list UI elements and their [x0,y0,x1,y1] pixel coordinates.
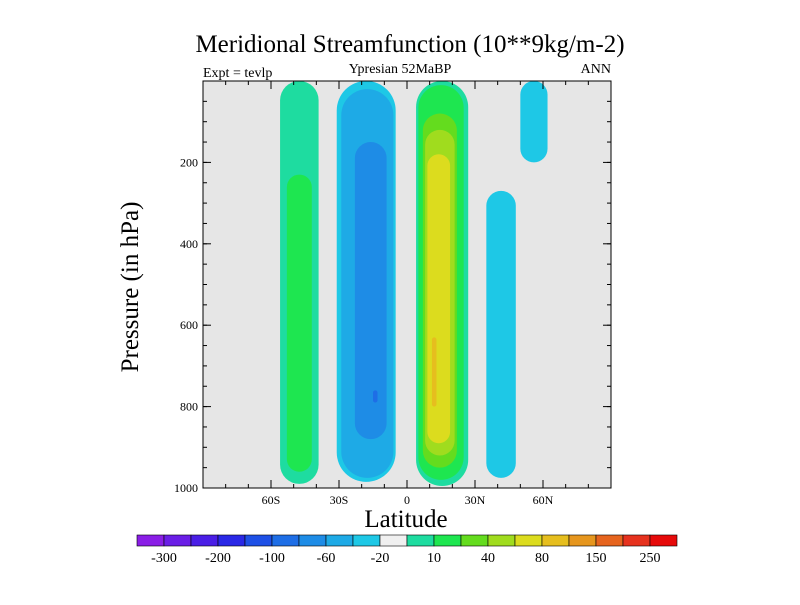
colorbar-swatch [217,534,246,547]
colorbar-label: 10 [427,551,441,566]
cell-nh-yellow [427,154,451,444]
x-axis-label: Latitude [364,506,447,533]
y-tick-label: 800 [180,400,198,414]
colorbar-label: 250 [640,551,661,566]
x-tick-label: 60S [262,493,281,507]
colorbar-swatch [595,534,624,547]
x-tick-label: 30N [465,493,486,507]
colorbar-swatch [379,534,408,547]
colorbar-swatch [433,534,462,547]
experiment-label: Expt = tevlp [203,66,272,81]
colorbar-swatch [460,534,489,547]
colorbar: -300 -200 -100 -60 -20 10 40 80 150 250 [136,534,678,566]
colorbar-swatch [352,534,381,547]
colorbar-label: -200 [205,551,231,566]
colorbar-label: 40 [481,551,495,566]
colorbar-label: -100 [259,551,285,566]
colorbar-swatch [649,534,678,547]
season-label: ANN [581,62,611,77]
cell-sh-outer-core [286,174,312,472]
colorbar-label: -20 [371,551,390,566]
y-tick-label: 400 [180,237,198,251]
cell-sh-blue-min [373,390,378,403]
colorbar-label: -300 [151,551,177,566]
colorbar-swatch [244,534,273,547]
cell-sh-blue-core [354,142,387,440]
colorbar-swatch [298,534,327,547]
chart-subtitle: Ypresian 52MaBP [349,62,452,77]
colorbar-swatch [487,534,516,547]
axes: 60S 30S 0 30N 60N 200 400 600 800 1000 [174,80,612,507]
colorbar-swatch [622,534,651,547]
colorbar-swatch [514,534,543,547]
colorbar-label: 150 [586,551,607,566]
cell-nh-outer-blue [486,190,516,478]
plot-area [203,81,611,488]
colorbar-swatch [271,534,300,547]
colorbar-label: 80 [535,551,549,566]
y-axis-label: Pressure (in hPa) [117,202,144,373]
plot-background [203,81,611,488]
y-tick-label: 1000 [174,481,198,495]
colorbar-label: -60 [317,551,336,566]
x-tick-label: 60N [533,493,554,507]
colorbar-swatch [325,534,354,547]
colorbar-swatch [568,534,597,547]
chart-title: Meridional Streamfunction (10**9kg/m-2) [195,31,624,58]
y-tick-label: 200 [180,155,198,169]
colorbar-swatch [541,534,570,547]
cell-nh-polar-blue [520,81,548,163]
colorbar-swatch [163,534,192,547]
cell-nh-max [431,337,437,407]
y-tick-label: 600 [180,318,198,332]
colorbar-swatch [190,534,219,547]
colorbar-swatch [136,534,165,547]
x-tick-label: 0 [404,493,410,507]
colorbar-swatch [406,534,435,547]
x-tick-label: 30S [330,493,349,507]
